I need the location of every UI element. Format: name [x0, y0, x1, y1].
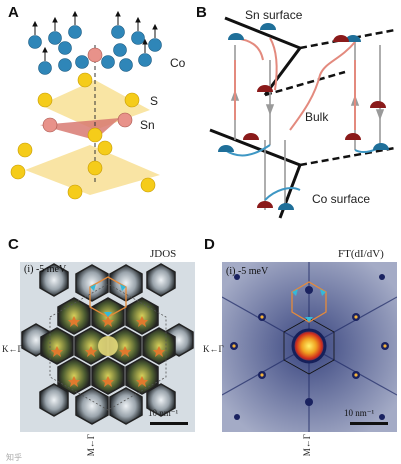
sn-label: Sn	[140, 118, 155, 132]
panel-c-scale-label: 10 nm⁻¹	[148, 408, 179, 418]
panel-d-label: D	[204, 236, 215, 253]
panel-c-label: C	[8, 236, 19, 253]
watermark: 知乎	[6, 453, 22, 462]
s-label: S	[150, 94, 159, 108]
spin-arrows	[32, 10, 158, 61]
panel-c-energy: (i) -5 meV	[24, 264, 67, 275]
panel-b-surface-bulk-diagram	[209, 16, 396, 219]
panel-c-scale-bar	[150, 422, 188, 425]
co-label: Co	[170, 56, 186, 70]
jdos-map	[20, 262, 195, 432]
ft-didv-map	[222, 262, 397, 432]
panel-a-crystal-structure	[10, 10, 162, 200]
panel-d-scale-bar	[350, 422, 388, 425]
panel-c-title: JDOS	[150, 248, 177, 260]
jdos-star-markers	[51, 316, 165, 387]
panel-d-scale-label: 10 nm⁻¹	[344, 408, 375, 418]
panel-d-m-axis: M←Γ	[302, 434, 312, 457]
co-surface-label: Co surface	[312, 192, 371, 206]
panel-d-energy: (i) -5 meV	[226, 266, 269, 277]
panel-b-label: B	[196, 4, 207, 21]
jdos-hexagon-cells	[21, 263, 194, 425]
panel-c-k-axis: K←Γ	[2, 344, 23, 354]
panel-d-k-axis: K←Γ	[203, 344, 224, 354]
sn-surface-domes	[243, 35, 386, 208]
co-atoms	[28, 25, 162, 75]
panel-d-title: FT(dI/dV)	[338, 248, 384, 260]
co-surface-domes	[218, 23, 389, 210]
panel-a-label: A	[8, 4, 19, 21]
sn-atoms	[42, 47, 133, 133]
s-atoms	[10, 72, 156, 200]
sn-surface-label: Sn surface	[245, 8, 303, 22]
panel-c-m-axis: M←Γ	[86, 434, 96, 457]
bulk-label: Bulk	[305, 110, 329, 124]
